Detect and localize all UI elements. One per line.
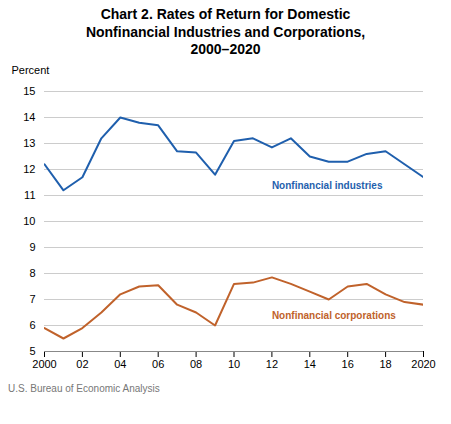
svg-text:04: 04 xyxy=(114,358,126,370)
html-text:Chart 2. Rates of Return for D: Chart 2. Rates of Return for Domestic No… xyxy=(85,6,366,57)
svg-text:7: 7 xyxy=(29,293,35,305)
svg-text:Nonfinancial corporations: Nonfinancial corporations xyxy=(272,309,396,320)
svg-text:13: 13 xyxy=(23,137,35,149)
svg-text:14: 14 xyxy=(304,358,316,370)
html-text:U.S. Bureau of Economic Analys: U.S. Bureau of Economic Analysis xyxy=(8,382,160,394)
svg-text:02: 02 xyxy=(76,358,88,370)
svg-text:10: 10 xyxy=(23,215,35,227)
svg-text:06: 06 xyxy=(152,358,164,370)
svg-text:Percent: Percent xyxy=(12,64,50,76)
svg-text:12: 12 xyxy=(266,358,278,370)
svg-text:6: 6 xyxy=(29,319,35,331)
svg-text:2000: 2000 xyxy=(32,358,56,370)
svg-text:10: 10 xyxy=(228,358,240,370)
svg-text:08: 08 xyxy=(190,358,202,370)
svg-text:15: 15 xyxy=(23,85,35,97)
svg-text:16: 16 xyxy=(342,358,354,370)
svg-text:Nonfinancial industries: Nonfinancial industries xyxy=(272,179,383,190)
svg-text:12: 12 xyxy=(23,163,35,175)
svg-text:11: 11 xyxy=(24,189,35,201)
svg-text:9: 9 xyxy=(29,241,35,253)
svg-text:14: 14 xyxy=(23,111,35,123)
svg-text:18: 18 xyxy=(379,358,391,370)
svg-text:8: 8 xyxy=(29,267,35,279)
svg-text:5: 5 xyxy=(29,345,35,357)
svg-text:2020: 2020 xyxy=(411,358,435,370)
